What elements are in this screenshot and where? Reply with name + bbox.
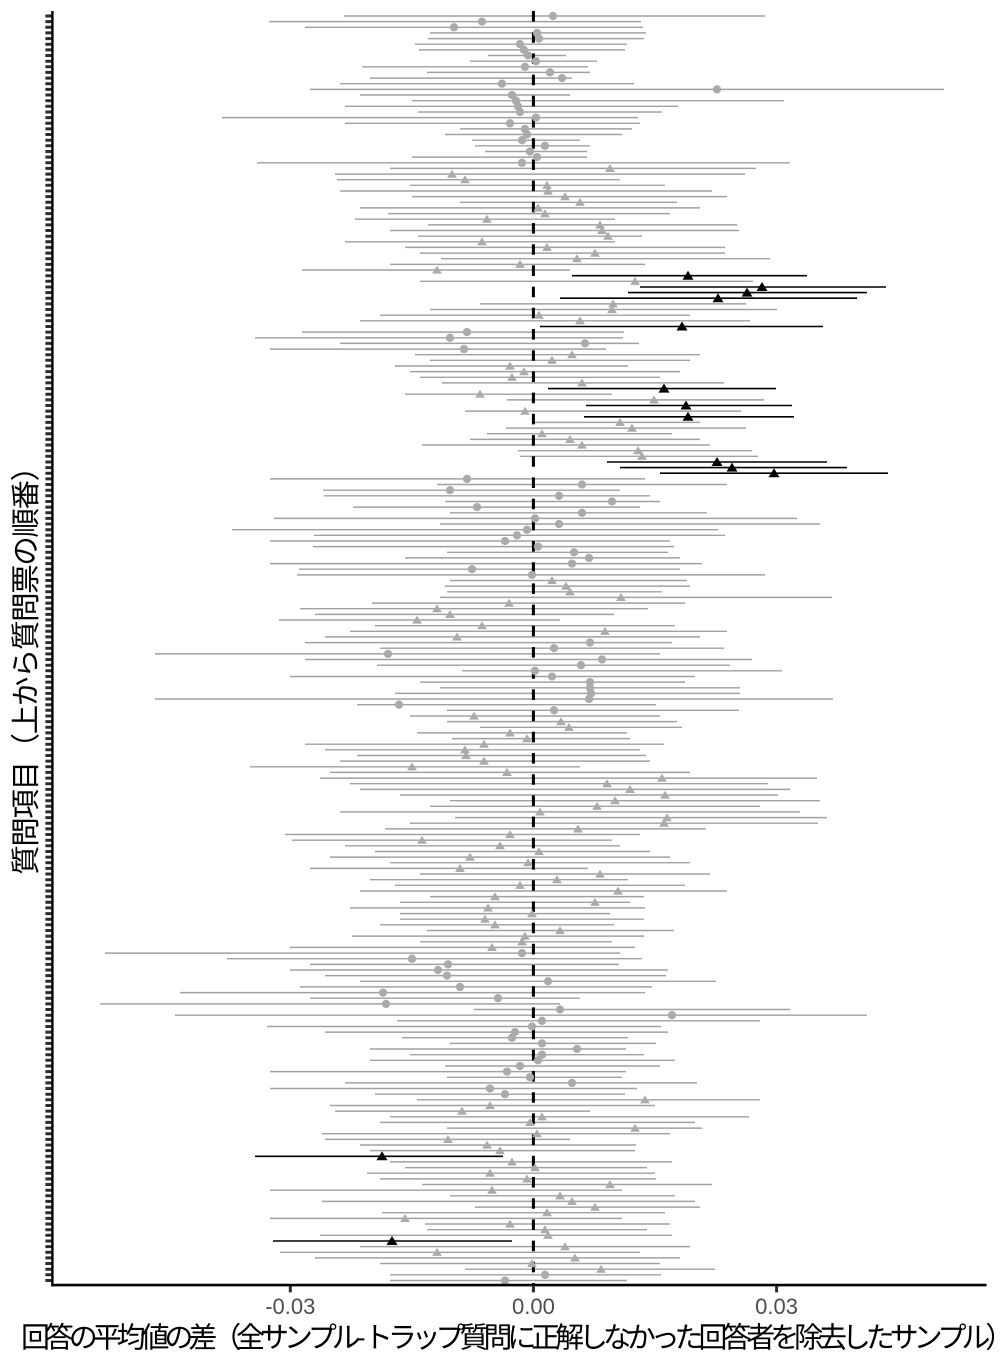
svg-text:-0.03: -0.03 (265, 1294, 315, 1319)
svg-text:0.03: 0.03 (755, 1294, 798, 1319)
svg-text:0.00: 0.00 (512, 1294, 555, 1319)
